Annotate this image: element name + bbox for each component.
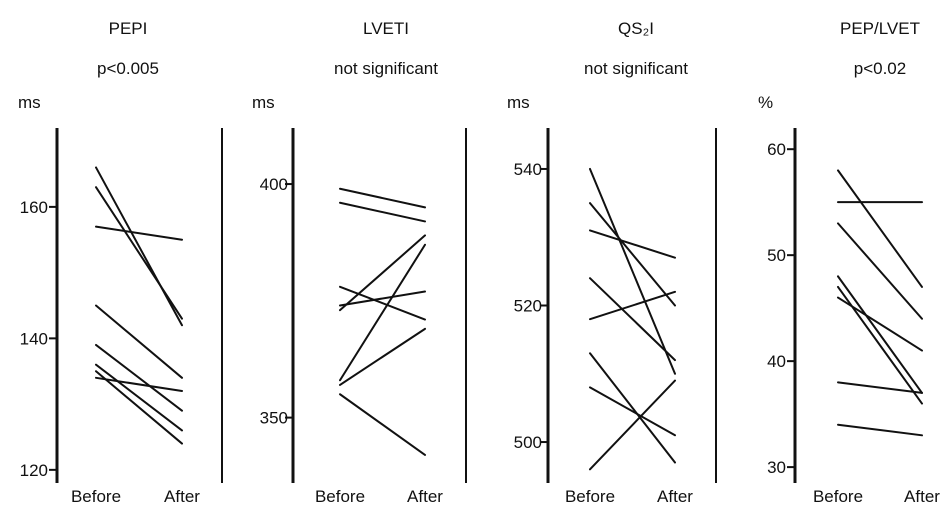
y-tick-label: 350 <box>260 409 288 428</box>
chart-title: LVETI <box>363 19 409 38</box>
chart-subtitle: not significant <box>334 59 438 78</box>
y-tick-label: 30 <box>767 458 786 477</box>
series-line <box>339 243 426 382</box>
series-line <box>95 225 183 241</box>
y-tick-label: 540 <box>514 160 542 179</box>
series-line <box>837 296 923 352</box>
series-line <box>95 363 183 432</box>
x-category-label: After <box>904 487 940 506</box>
series-line <box>837 169 923 288</box>
series-line <box>339 290 426 307</box>
series-line <box>837 275 923 394</box>
panel-lveti: LVETI not significant ms 350 400 Before After <box>252 19 467 506</box>
series-line <box>589 352 676 464</box>
y-tick-label: 160 <box>20 198 48 217</box>
chart-subtitle: p<0.02 <box>854 59 906 78</box>
series-line <box>837 423 923 437</box>
series-line <box>339 201 426 223</box>
y-tick-label: 500 <box>514 433 542 452</box>
series-line <box>589 229 676 259</box>
series-line <box>589 167 676 375</box>
x-category-label: Before <box>565 487 615 506</box>
y-axis-unit-label: % <box>758 93 773 112</box>
series-line <box>95 343 183 412</box>
series-line <box>339 327 426 386</box>
chart-subtitle: p<0.005 <box>97 59 159 78</box>
series-line <box>837 381 923 394</box>
panel-pepi: PEPI p<0.005 ms 120 140 160 Before After <box>18 19 223 506</box>
series-line <box>95 166 183 327</box>
x-category-label: After <box>407 487 443 506</box>
y-tick-label: 50 <box>767 246 786 265</box>
y-axis-unit-label: ms <box>252 93 275 112</box>
series-line <box>589 290 676 321</box>
y-tick-label: 140 <box>20 329 48 348</box>
series-line <box>95 370 183 445</box>
chart-title: QS₂I <box>618 19 654 38</box>
x-category-label: After <box>657 487 693 506</box>
y-axis-unit-label: ms <box>507 93 530 112</box>
y-tick-label: 520 <box>514 297 542 316</box>
panel-pep-lvet: PEP/LVET p<0.02% 30 40 50 60 Before After <box>758 19 940 506</box>
series-line <box>589 379 676 471</box>
x-category-label: Before <box>813 487 863 506</box>
series-line <box>339 285 426 321</box>
series-line <box>339 393 426 456</box>
chart-title: PEPI <box>109 19 148 38</box>
series-line <box>339 234 426 312</box>
series-line <box>837 222 923 320</box>
y-tick-label: 60 <box>767 140 786 159</box>
series-line <box>589 202 676 307</box>
series-line <box>95 186 183 320</box>
series-line <box>589 277 676 362</box>
x-category-label: Before <box>315 487 365 506</box>
panel-qs2i: QS₂I not significant ms 500 520 540 Before Afte… <box>507 19 717 506</box>
y-tick-label: 120 <box>20 461 48 480</box>
series-line <box>589 386 676 437</box>
series-line <box>339 187 426 209</box>
chart-subtitle: not significant <box>584 59 688 78</box>
y-axis-unit-label: ms <box>18 93 41 112</box>
x-category-label: Before <box>71 487 121 506</box>
chart-title: PEP/LVET <box>840 19 920 38</box>
series-line <box>95 304 183 379</box>
y-tick-label: 400 <box>260 175 288 194</box>
series-line <box>95 376 183 392</box>
y-tick-label: 40 <box>767 352 786 371</box>
x-category-label: After <box>164 487 200 506</box>
